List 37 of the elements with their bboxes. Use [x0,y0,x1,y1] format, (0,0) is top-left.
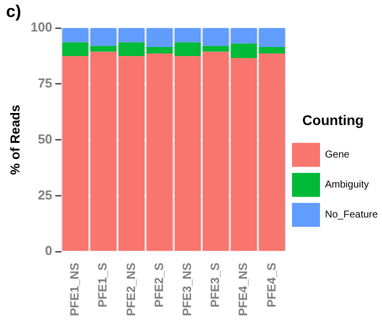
bar [90,46,116,52]
bar [90,28,116,46]
y-tick-label: 75 [38,75,52,90]
bar [118,42,145,56]
x-tick-label: PFE2_NS [124,262,138,316]
bar [90,52,116,251]
x-tick-label: PFE1_S [96,262,110,308]
bar [230,44,257,58]
bar [146,47,173,54]
x-tick-label: PFE1_NS [68,262,82,316]
bar [230,28,257,44]
y-tick-label: 100 [30,20,52,35]
x-tick-label: PFE2_S [152,262,166,308]
x-tick-label: PFE3_NS [180,262,194,316]
y-axis-title: % of Reads [7,104,22,175]
bar [62,56,88,251]
bar [118,28,145,42]
chart-title: c) [6,2,22,22]
y-tick-label: 0 [45,243,52,258]
x-tick-label: PFE4_S [264,262,278,308]
y-tick-label: 50 [38,131,52,146]
legend-label: Gene [325,150,350,161]
x-tick-label: PFE3_S [208,262,222,308]
bar [118,56,145,251]
x-tick-label: PFE4_NS [236,262,250,316]
bar [146,28,173,48]
bar [258,53,286,251]
bar [230,58,257,251]
bar [62,42,88,56]
y-tick-label: 25 [38,187,52,202]
bar [62,28,88,42]
legend-label: Ambiguity [325,180,369,191]
legend-title: Counting [302,112,364,128]
bar [146,53,173,251]
legend-label: No_Feature [325,210,378,221]
bar [258,47,286,54]
bar [258,28,286,48]
